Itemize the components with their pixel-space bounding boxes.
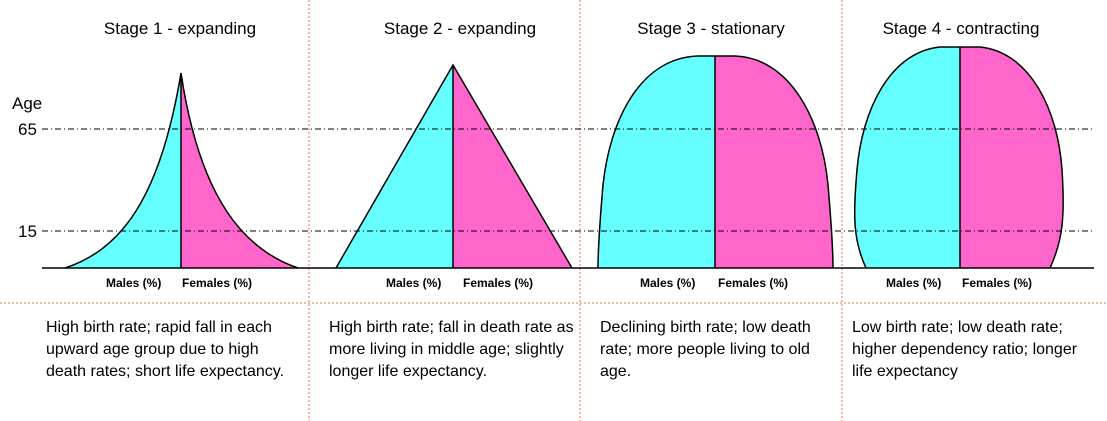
stage-1-females-label: Females (%) bbox=[182, 276, 253, 290]
stage-2-description: High birth rate; fall in death rate as m… bbox=[329, 319, 574, 380]
stage-4-females-shape bbox=[960, 47, 1064, 268]
stage-3-females-shape bbox=[715, 56, 833, 268]
stage-4-pyramid bbox=[853, 46, 1064, 269]
stage-4-description: Low birth rate; low death rate; higher d… bbox=[852, 319, 1078, 380]
stage-3-females-label: Females (%) bbox=[718, 276, 789, 290]
stage-4-females-label: Females (%) bbox=[962, 276, 1033, 290]
stage-2-females-label: Females (%) bbox=[463, 276, 534, 290]
stage-1-pyramid bbox=[64, 72, 299, 269]
stage-1-males-shape bbox=[65, 73, 181, 268]
age-tick-15: 15 bbox=[18, 222, 37, 241]
stage-3-males-label: Males (%) bbox=[640, 276, 696, 290]
stage-3-males-shape bbox=[598, 56, 715, 268]
age-axis-label: Age bbox=[12, 94, 43, 113]
stage-4-title: Stage 4 - contracting bbox=[882, 19, 1040, 38]
stage-2-pyramid bbox=[335, 63, 573, 269]
stage-1-title: Stage 1 - expanding bbox=[103, 19, 257, 38]
stage-2-males-label: Males (%) bbox=[386, 276, 442, 290]
stage-2-title: Stage 2 - expanding bbox=[383, 19, 537, 38]
stage-1-males-label: Males (%) bbox=[106, 276, 162, 290]
stage-1-description: High birth rate; rapid fall in each upwa… bbox=[46, 319, 285, 380]
age-tick-65: 65 bbox=[18, 120, 37, 139]
stage-3-title: Stage 3 - stationary bbox=[637, 19, 785, 38]
stage-3-outline bbox=[597, 55, 834, 269]
stage-3-description: Declining birth rate; low death rate; mo… bbox=[600, 319, 811, 380]
stage-3-pyramid bbox=[597, 55, 834, 269]
stage-4-males-shape bbox=[854, 47, 960, 268]
stage-4-males-label: Males (%) bbox=[886, 276, 942, 290]
stage-1-females-shape bbox=[181, 73, 298, 268]
